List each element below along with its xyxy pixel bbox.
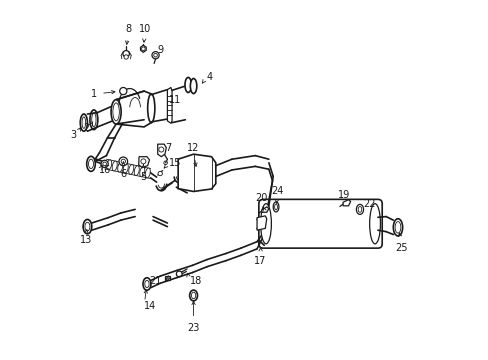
Circle shape [119,157,127,166]
Text: 21: 21 [149,276,162,286]
Ellipse shape [147,94,155,123]
Ellipse shape [82,117,85,129]
Circle shape [158,171,162,176]
Text: 25: 25 [394,243,407,253]
Polygon shape [140,45,146,52]
Circle shape [152,51,159,59]
Text: 22: 22 [362,199,375,210]
Polygon shape [261,207,268,212]
Ellipse shape [140,167,144,177]
Ellipse shape [128,165,134,174]
Polygon shape [116,91,151,127]
Circle shape [120,87,126,95]
Polygon shape [343,200,350,206]
Ellipse shape [273,202,278,212]
Polygon shape [164,276,169,280]
Text: 4: 4 [206,72,213,82]
Text: 12: 12 [187,143,200,153]
Ellipse shape [190,78,196,94]
Ellipse shape [80,114,87,131]
Ellipse shape [189,290,197,301]
Text: 17: 17 [254,256,266,266]
Text: 19: 19 [337,190,349,200]
Ellipse shape [90,110,98,130]
Text: 5: 5 [140,172,146,182]
Text: 18: 18 [190,276,202,286]
FancyBboxPatch shape [258,199,382,248]
Text: 20: 20 [255,193,267,203]
Text: 14: 14 [144,301,156,311]
Polygon shape [158,144,166,157]
Text: 2: 2 [83,123,89,133]
Ellipse shape [123,163,128,173]
Polygon shape [167,87,172,123]
Polygon shape [257,216,266,230]
Ellipse shape [356,204,363,215]
Text: 11: 11 [169,95,181,105]
Ellipse shape [106,160,111,170]
Text: 16: 16 [99,165,111,175]
Text: 7: 7 [165,143,171,153]
Ellipse shape [112,161,117,171]
Circle shape [142,47,145,50]
Text: 1: 1 [90,89,97,99]
Ellipse shape [142,278,151,290]
Ellipse shape [118,162,122,172]
Ellipse shape [92,113,96,127]
Circle shape [176,271,182,277]
Ellipse shape [134,166,139,176]
Text: 24: 24 [271,186,283,196]
Circle shape [101,160,108,167]
Ellipse shape [184,77,191,93]
Text: 15: 15 [169,158,181,168]
Polygon shape [139,157,149,167]
Text: 23: 23 [187,323,200,333]
Ellipse shape [83,220,92,234]
Ellipse shape [86,156,95,171]
Ellipse shape [392,219,402,236]
Text: 8: 8 [124,24,131,34]
Text: 10: 10 [139,24,151,34]
Ellipse shape [369,204,380,244]
Ellipse shape [260,204,271,244]
Ellipse shape [111,100,121,124]
Circle shape [124,55,128,59]
Ellipse shape [145,168,150,178]
Text: 9: 9 [158,45,163,55]
Text: 13: 13 [80,234,92,244]
Text: 6: 6 [120,169,126,179]
Polygon shape [178,154,215,192]
Text: 3: 3 [70,130,76,140]
